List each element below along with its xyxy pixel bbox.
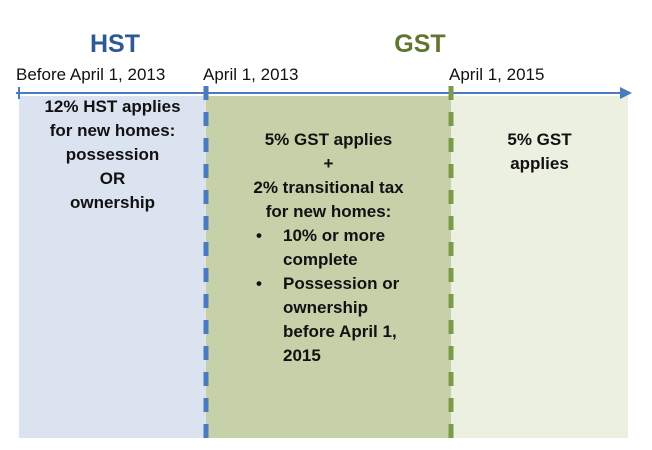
gst-panel-text: 5% GST applies bbox=[451, 128, 628, 176]
condition-text-line: 10% or more bbox=[283, 226, 386, 245]
gst-text-line: 5% GST bbox=[507, 130, 572, 149]
condition-text-line: ownership bbox=[283, 298, 369, 317]
hst-text-line: for new homes: bbox=[49, 121, 176, 140]
transition-text-line: 2% transitional tax bbox=[253, 178, 404, 197]
transition-panel-text: 5% GST applies + 2% transitional tax for… bbox=[206, 128, 451, 368]
hst-text-line: 12% HST applies bbox=[44, 97, 181, 116]
condition-text-line: Possession or bbox=[283, 274, 400, 293]
hst-panel-text: 12% HST applies for new homes: possessio… bbox=[19, 95, 206, 215]
hst-heading: HST bbox=[90, 30, 140, 58]
bullet-icon: • bbox=[256, 226, 262, 245]
condition-bullet-item: • Possession or ownership before April 1… bbox=[206, 272, 451, 368]
gst-text-line: applies bbox=[510, 154, 569, 173]
condition-text-line: before April 1, bbox=[283, 322, 397, 341]
date-label-end: April 1, 2015 bbox=[449, 65, 545, 84]
timeline-arrowhead bbox=[620, 87, 632, 99]
gst-heading: GST bbox=[394, 30, 446, 58]
bullet-icon: • bbox=[256, 274, 262, 293]
transition-text-line: + bbox=[323, 154, 334, 173]
condition-text-line: complete bbox=[283, 250, 358, 269]
hst-text-line: ownership bbox=[69, 193, 155, 212]
hst-period-panel bbox=[19, 96, 206, 438]
transition-text-line: 5% GST applies bbox=[264, 130, 393, 149]
transition-condition-list: • 10% or more complete • Possession or o… bbox=[206, 224, 451, 368]
condition-text-line: 2015 bbox=[283, 346, 321, 365]
date-label-before: Before April 1, 2013 bbox=[16, 65, 166, 84]
gst-period-panel bbox=[451, 96, 628, 438]
condition-bullet-item: • 10% or more complete bbox=[206, 224, 451, 272]
date-label-start: April 1, 2013 bbox=[203, 65, 299, 84]
hst-text-line: OR bbox=[99, 169, 126, 188]
hst-text-line: possession bbox=[65, 145, 160, 164]
transition-text-line: for new homes: bbox=[265, 202, 392, 221]
transition-period-panel bbox=[206, 96, 451, 438]
